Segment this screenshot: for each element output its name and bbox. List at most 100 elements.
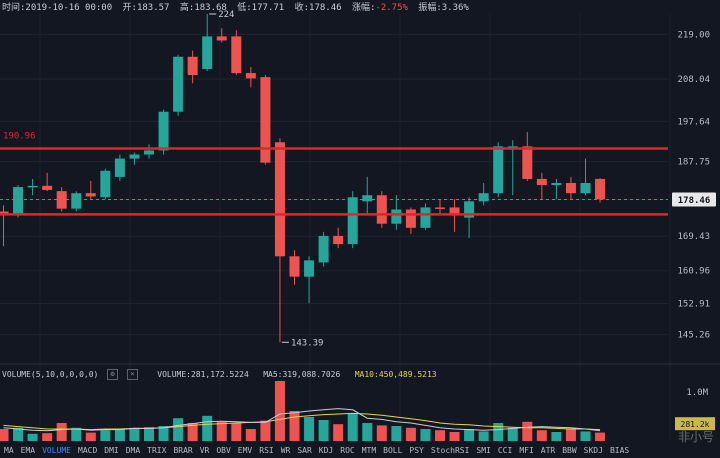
volume-bar <box>595 432 606 441</box>
volume-ma10-line <box>3 412 601 431</box>
volume-bar <box>362 423 373 441</box>
tab-mtm[interactable]: MTM <box>361 446 377 455</box>
volume-bar <box>507 427 518 441</box>
tab-cci[interactable]: CCI <box>497 446 513 455</box>
info-change-label: 涨幅: <box>351 3 376 13</box>
tab-skdj[interactable]: SKDJ <box>583 446 603 455</box>
info-open: 开:183.57 <box>122 3 170 13</box>
y-tick-label: 152.91 <box>677 299 710 309</box>
candle-body <box>464 201 475 218</box>
tab-kdj[interactable]: KDJ <box>318 446 334 455</box>
candle-body <box>580 183 591 194</box>
volume-bar <box>173 418 184 441</box>
candle-body <box>449 207 460 216</box>
watermark-logo: 非小号 <box>677 430 714 444</box>
volume-header: VOLUME(5,10,0,0,0,0) ⚙ × VOLUME:281,172.… <box>2 368 437 382</box>
volume-bar <box>493 423 504 441</box>
candle-body <box>27 185 38 188</box>
volume-bar <box>420 429 431 441</box>
volume-bar <box>0 429 9 441</box>
tab-bias[interactable]: BIAS <box>609 446 630 455</box>
tab-dmi[interactable]: DMI <box>104 446 119 455</box>
current-price-label: 178.46 <box>678 196 711 206</box>
candle-body <box>376 195 387 224</box>
volume-bar <box>304 417 315 441</box>
candle-body <box>551 183 562 186</box>
volume-ma5: MA5:319,088.7026 <box>263 370 341 379</box>
candle-body <box>318 235 329 263</box>
tab-trix[interactable]: TRIX <box>147 446 167 455</box>
tab-ema[interactable]: EMA <box>20 446 36 455</box>
volume-bar <box>260 420 271 441</box>
candle-body <box>274 142 285 257</box>
volume-axis-label: 1.0M <box>686 388 708 398</box>
candle-body <box>420 207 431 228</box>
y-tick-label: 160.96 <box>677 267 710 277</box>
tab-vr[interactable]: VR <box>199 446 210 455</box>
volume-bar <box>114 429 125 441</box>
candle-body <box>536 178 547 186</box>
volume-bar <box>565 429 576 441</box>
candle-body <box>478 193 489 202</box>
tab-roc[interactable]: ROC <box>340 446 355 455</box>
candle-body <box>173 56 184 112</box>
tab-bbw[interactable]: BBW <box>562 446 577 455</box>
candle-body <box>216 36 227 41</box>
ohlc-info-bar: 时间:2019-10-16 00:00 开:183.57 高:183.68 低:… <box>2 1 474 15</box>
candle-body <box>0 211 9 215</box>
volume-bar <box>435 430 445 441</box>
settings-icon[interactable]: ⚙ <box>107 369 119 380</box>
volume-bar <box>245 429 256 441</box>
volume-bar <box>318 420 329 441</box>
candle-body <box>129 154 140 159</box>
tab-volume[interactable]: VOLUME <box>42 446 71 455</box>
volume-bar <box>449 432 460 441</box>
tab-atr[interactable]: ATR <box>540 446 556 455</box>
volume-bar <box>391 426 402 441</box>
close-icon[interactable]: × <box>126 369 138 380</box>
tab-stochrsi[interactable]: StochRSI <box>430 446 470 455</box>
volume-bar <box>551 432 562 441</box>
volume-bar <box>42 433 53 441</box>
tab-emv[interactable]: EMV <box>237 446 253 455</box>
volume-bar <box>216 421 227 441</box>
tab-rsi[interactable]: RSI <box>259 446 274 455</box>
candle-body <box>42 185 53 190</box>
candle-body <box>522 146 533 179</box>
candle-body <box>405 209 416 228</box>
candle-body <box>100 170 111 198</box>
tab-brar[interactable]: BRAR <box>173 446 193 455</box>
tab-dma[interactable]: DMA <box>125 446 141 455</box>
candle-body <box>202 36 213 69</box>
volume-bar <box>522 421 533 441</box>
tab-mfi[interactable]: MFI <box>519 446 534 455</box>
tab-boll[interactable]: BOLL <box>383 446 403 455</box>
volume-bar <box>333 424 344 441</box>
tab-ma[interactable]: MA <box>4 446 14 455</box>
volume-bar <box>27 433 38 441</box>
tab-smi[interactable]: SMI <box>476 446 491 455</box>
candle-body <box>595 178 606 200</box>
volume-value: VOLUME:281,172.5224 <box>157 370 249 379</box>
info-time: 时间:2019-10-16 00:00 <box>2 3 113 13</box>
indicator-tabs: MA EMA VOLUME MACD DMI DMA TRIX BRAR VR OBV EMV RSI… <box>0 444 720 458</box>
tab-macd[interactable]: MACD <box>78 446 98 455</box>
y-tick-label: 208.04 <box>677 75 710 85</box>
volume-bar <box>580 431 591 441</box>
volume-bar <box>536 430 547 441</box>
tab-psy[interactable]: PSY <box>409 446 424 455</box>
volume-bar <box>274 381 285 441</box>
volume-bar <box>13 427 24 441</box>
y-tick-label: 197.64 <box>677 117 710 127</box>
tab-sar[interactable]: SAR <box>297 446 312 455</box>
volume-bar <box>347 414 358 441</box>
volume-bar <box>100 430 111 441</box>
info-amplitude: 振幅:3.36% <box>418 3 469 13</box>
candle-body <box>493 146 504 194</box>
tab-wr[interactable]: WR <box>280 446 291 455</box>
current-price-tag <box>672 192 716 207</box>
candle-body <box>85 193 96 197</box>
tab-obv[interactable]: OBV <box>216 446 231 455</box>
candle-body <box>362 195 373 202</box>
